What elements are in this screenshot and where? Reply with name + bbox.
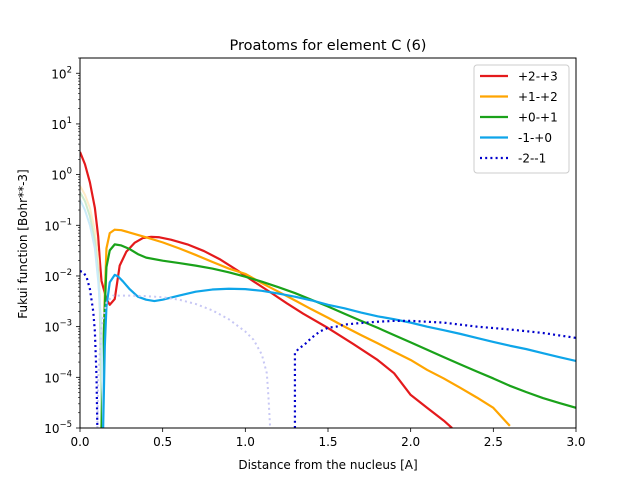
x-tick-label: 2.0 [401, 435, 420, 449]
legend-label: -2--1 [518, 152, 546, 166]
series-4-line [80, 270, 99, 428]
y-tick-label: 101 [51, 116, 72, 132]
legend-box [473, 64, 570, 174]
series-4-faded-line [96, 294, 272, 428]
x-tick-label: 2.5 [484, 435, 503, 449]
x-axis-label: Distance from the nucleus [A] [238, 458, 417, 472]
x-tick-label: 3.0 [566, 435, 585, 449]
chart-title: Proatoms for element C (6) [230, 38, 427, 54]
series-4-line-far [293, 319, 576, 428]
y-tick-label: 10−1 [44, 217, 72, 233]
y-tick-label: 10−4 [44, 369, 72, 385]
x-tick-label: 0.5 [153, 435, 172, 449]
y-tick-label: 10−5 [44, 420, 72, 436]
series-3-line [102, 273, 576, 428]
y-tick-label: 10−3 [44, 319, 72, 335]
y-tick-label: 10−2 [44, 268, 72, 284]
legend-label: +0-+1 [518, 111, 558, 125]
x-tick-label: 1.0 [236, 435, 255, 449]
series-3-faded-line [80, 199, 105, 428]
legend-label: -1-+0 [518, 131, 552, 145]
x-axis: 0.0 0.5 1.0 1.5 2.0 2.5 3.0 [70, 428, 586, 449]
series-2-line [100, 243, 576, 428]
legend: +2-+3 +1-+2 +0-+1 -1-+0 -2--1 [473, 64, 570, 174]
y-tick-label: 100 [51, 167, 72, 183]
legend-label: +2-+3 [518, 70, 558, 84]
legend-label: +1-+2 [518, 90, 558, 104]
y-axis: 10−5 10−4 10−3 10−2 10−1 100 101 102 [44, 57, 80, 436]
plot-lines [80, 151, 576, 428]
x-tick-label: 1.5 [318, 435, 337, 449]
x-tick-label: 0.0 [70, 435, 89, 449]
series-1-line [100, 228, 511, 428]
series-0-line [80, 151, 453, 428]
y-tick-label: 102 [51, 65, 72, 81]
y-axis-label: Fukui function [Bohr**-3] [16, 169, 30, 318]
